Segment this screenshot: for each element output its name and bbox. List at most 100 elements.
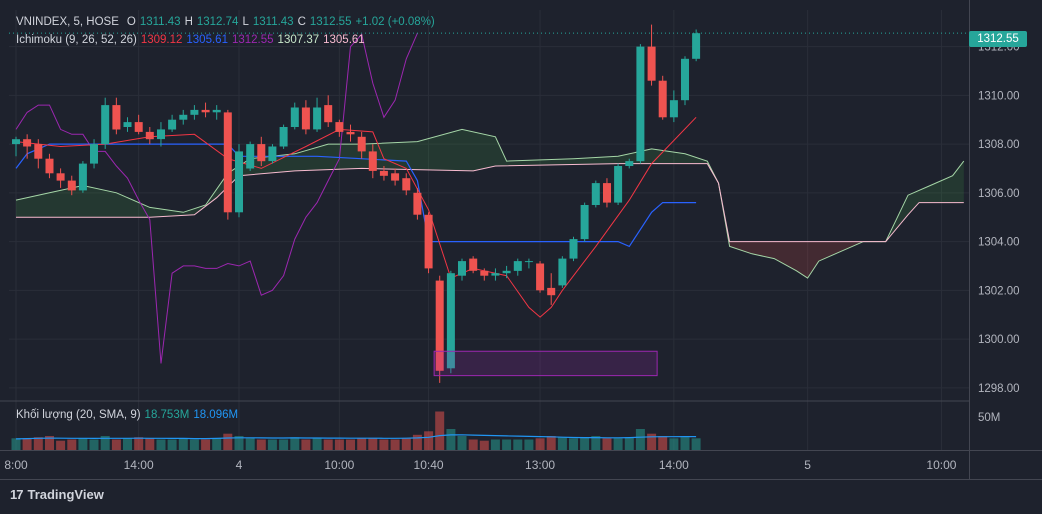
candle-body [669,100,678,118]
candle-body [12,139,20,145]
candle-body [558,258,567,286]
low-label: L [242,16,249,28]
open-label: O [126,16,136,28]
volume-bar [178,438,188,450]
time-tick-label: 5 [804,458,811,472]
candle-body [78,163,87,191]
volume-bars [0,400,969,450]
symbol-label: VNINDEX, 5, HOSE [16,16,119,28]
volume-bar [67,439,77,450]
time-tick-label: 10:00 [324,458,354,472]
candle-body [502,270,511,274]
lagging-span-line [15,33,418,364]
tradingview-name: TradingView [27,487,104,502]
volume-bar [78,438,88,450]
candle-body [603,183,611,203]
ichimoku-legend[interactable]: Ichimoku (9, 26, 52, 26) 1309.12 1305.61… [16,34,365,46]
volume-bar [368,438,378,450]
candle-body [56,173,65,181]
candle-body [547,287,556,296]
candle-body [268,146,277,162]
high-value: 1312.74 [196,16,239,28]
volume-bar [412,434,422,450]
highlight-box [433,350,658,377]
ichimoku-value-conversion: 1309.12 [140,34,183,46]
candles [12,24,701,383]
volume-bar [357,438,367,450]
candle-body [246,144,255,169]
open-value: 1311.43 [139,16,181,28]
volume-bar [569,438,578,450]
candle-body [257,144,266,162]
candle-body [23,139,32,147]
ichimoku-value-lagging: 1312.55 [231,34,274,46]
candle-body [614,166,623,203]
volume-bar [234,436,244,450]
price-tick-label: 1300.00 [978,334,1020,346]
volume-bar [89,439,99,450]
candle-body [34,144,43,159]
candle-body [212,109,221,113]
cloud-bullish [16,129,719,218]
volume-legend[interactable]: Khối lượng (20, SMA, 9) 18.753M 18.096M [16,409,238,421]
volume-sma-value: 18.096M [193,409,239,421]
volume-bar [279,439,289,450]
overlay [9,32,969,377]
volume-bar [33,437,43,450]
time-tick-label: 14:00 [124,458,154,472]
candle-body [290,107,299,127]
price-tick-label: 1304.00 [978,237,1020,249]
symbol-legend[interactable]: VNINDEX, 5, HOSE O 1311.43 H 1312.74 L 1311… [16,16,435,28]
volume-value: 18.753M [144,409,190,421]
volume-bar [691,438,701,450]
candle-body [513,261,522,271]
time-tick-label: 10:40 [414,458,444,472]
candle-body [134,122,143,132]
candle-body [123,122,132,127]
volume-bar [401,438,411,450]
volume-bar [201,439,211,450]
low-value: 1311.43 [252,16,294,28]
volume-bar [457,436,467,450]
price-tick-label: 1308.00 [978,139,1020,151]
candle-body [636,46,645,162]
volume-bar [323,439,333,450]
volume-bar [435,411,445,450]
tradingview-brand[interactable]: 17 TradingView [10,487,104,502]
volume-bar [591,436,601,450]
volume-bar [290,437,300,450]
volume-bar [379,439,389,450]
volume-bar [446,429,456,450]
candle-body [90,144,98,164]
time-tick-label: 13:00 [525,458,555,472]
volume-bar [502,439,512,450]
candle-body [101,105,110,145]
ichimoku-value-base: 1305.61 [186,34,228,46]
volume-bar [256,439,266,450]
volume-bar [167,439,177,450]
volume-bar [134,437,144,450]
candle-body [357,136,366,152]
volume-bar [390,439,400,450]
candle-body [368,151,377,171]
grid-lines [9,10,969,450]
candle-body [179,114,188,120]
candle-body [45,158,54,174]
axes: 1312.001310.001308.001306.001304.001302.… [0,0,1042,480]
volume-bar [346,439,355,450]
volume-bar [267,439,277,450]
candle-body [391,173,400,181]
volume-bar [624,437,634,450]
volume-tick-label: 50M [978,412,1000,424]
candle-body [625,161,634,166]
candle-body [235,151,243,213]
volume-label: Khối lượng (20, SMA, 9) [16,409,141,421]
candle-body [112,105,121,130]
volume-bar [613,438,623,450]
price-tick-label: 1310.00 [978,90,1020,102]
candle-body [469,258,478,271]
candle-body [524,261,533,263]
candle-body [591,183,600,205]
candle-body [446,273,455,369]
